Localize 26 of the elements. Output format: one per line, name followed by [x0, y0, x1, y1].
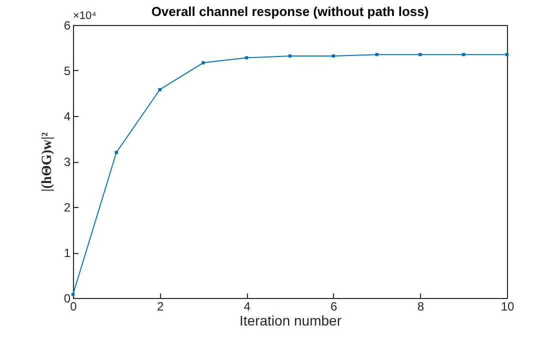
point — [332, 54, 335, 58]
chart-title: Overall channel response (without path loss) — [151, 4, 429, 19]
x-tick-label: 2 — [156, 300, 164, 314]
y-tick-label: 2 — [64, 200, 71, 214]
x-tick-label: 10 — [500, 300, 514, 314]
point — [71, 292, 75, 296]
y-tick-label: 1 — [64, 246, 71, 260]
y-tick-label: 4 — [64, 110, 71, 124]
point — [158, 88, 162, 92]
x-axis-title: Iteration number — [240, 312, 342, 328]
x-tick-label: 8 — [417, 300, 424, 314]
x-tick-label: 4 — [244, 300, 251, 314]
y-tick-label: 3 — [64, 155, 71, 169]
y-axis-title: |(hΘG)w|² — [40, 132, 55, 192]
point — [202, 61, 205, 64]
point — [114, 150, 118, 154]
point — [375, 52, 378, 56]
point — [245, 56, 248, 60]
text: ×10⁴ — [73, 10, 97, 22]
y-tick-label: 5 — [64, 64, 71, 78]
point — [288, 54, 292, 58]
x-tick-label: 6 — [330, 300, 338, 314]
point — [418, 52, 422, 56]
point — [505, 52, 509, 56]
y-tick-label: 6 — [64, 18, 71, 32]
point — [462, 52, 466, 56]
